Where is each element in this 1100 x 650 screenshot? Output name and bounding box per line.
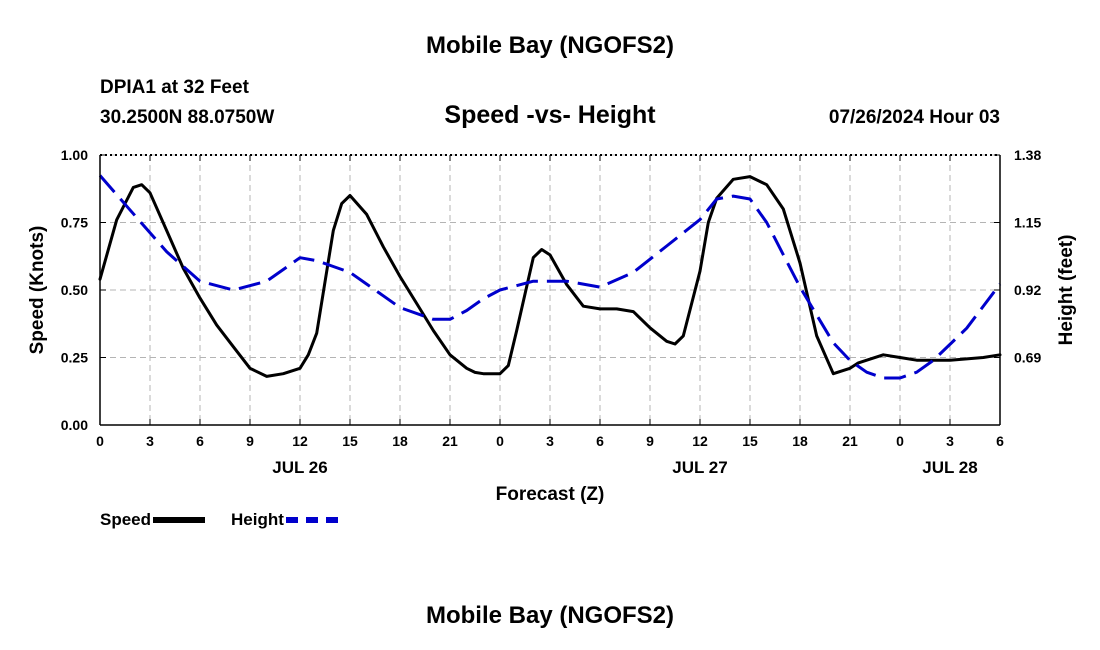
y-left-tick-label: 0.75	[61, 215, 88, 231]
x-tick-label: 9	[646, 433, 654, 449]
y-left-tick-label: 0.00	[61, 417, 88, 433]
series-line-speed	[98, 175, 1002, 378]
legend-height: Height	[231, 510, 338, 530]
date-label: JUL 28	[922, 458, 977, 477]
forecast-timestamp: 07/26/2024 Hour 03	[828, 107, 1000, 128]
y-right-tick-label: 1.38	[1014, 147, 1041, 163]
footer-title: Mobile Bay (NGOFS2)	[425, 602, 675, 629]
x-tick-label: 3	[146, 433, 154, 449]
x-tick-label: 6	[196, 433, 204, 449]
y-left-tick-label: 1.00	[61, 147, 88, 163]
x-tick-label: 3	[946, 433, 954, 449]
y-left-axis-title: Speed (Knots)	[27, 226, 48, 355]
x-tick-label: 15	[342, 433, 358, 449]
x-tick-label: 12	[692, 433, 708, 449]
x-tick-label: 0	[496, 433, 504, 449]
legend-speed-label: Speed	[100, 510, 152, 529]
x-tick-label: 12	[292, 433, 308, 449]
date-label: JUL 26	[272, 458, 327, 477]
main-title: Mobile Bay (NGOFS2)	[425, 32, 675, 59]
series-line-height	[98, 174, 1002, 380]
y-right-axis-title: Height (feet)	[1056, 235, 1077, 346]
x-tick-label: 6	[596, 433, 604, 449]
legend-height-label: Height	[231, 510, 284, 529]
legend-speed-swatch	[153, 517, 206, 523]
x-tick-label: 0	[896, 433, 904, 449]
x-tick-label: 18	[792, 433, 808, 449]
x-tick-label: 18	[392, 433, 408, 449]
y-left-tick-label: 0.25	[61, 350, 88, 366]
y-right-tick-label: 0.69	[1014, 350, 1041, 366]
x-tick-label: 6	[996, 433, 1004, 449]
series-lines	[98, 174, 1002, 380]
axes	[99, 154, 1001, 426]
axis-labels: 0 3 6 9 12 15 18 21 0 3 6 9 12 15 18 21 0 3 6 0.00 0.25 0.50 0…	[27, 147, 1077, 505]
x-tick-label: 21	[442, 433, 458, 449]
legend-speed: Speed	[100, 510, 206, 530]
y-right-tick-label: 1.15	[1014, 215, 1041, 231]
x-tick-label: 3	[546, 433, 554, 449]
x-tick-label: 15	[742, 433, 758, 449]
grid-lines	[100, 154, 1000, 425]
x-tick-label: 21	[842, 433, 858, 449]
x-axis-title: Forecast (Z)	[496, 484, 605, 505]
chart-title: Speed -vs- Height	[444, 101, 656, 129]
x-tick-label: 0	[96, 433, 104, 449]
x-tick-label: 9	[246, 433, 254, 449]
station-name: DPIA1 at 32 Feet	[100, 77, 249, 98]
station-coordinates: 30.2500N 88.0750W	[100, 107, 275, 128]
y-left-tick-label: 0.50	[61, 282, 88, 298]
legend-height-swatch	[285, 517, 338, 523]
date-label: JUL 27	[672, 458, 727, 477]
y-right-tick-label: 0.92	[1014, 282, 1041, 298]
